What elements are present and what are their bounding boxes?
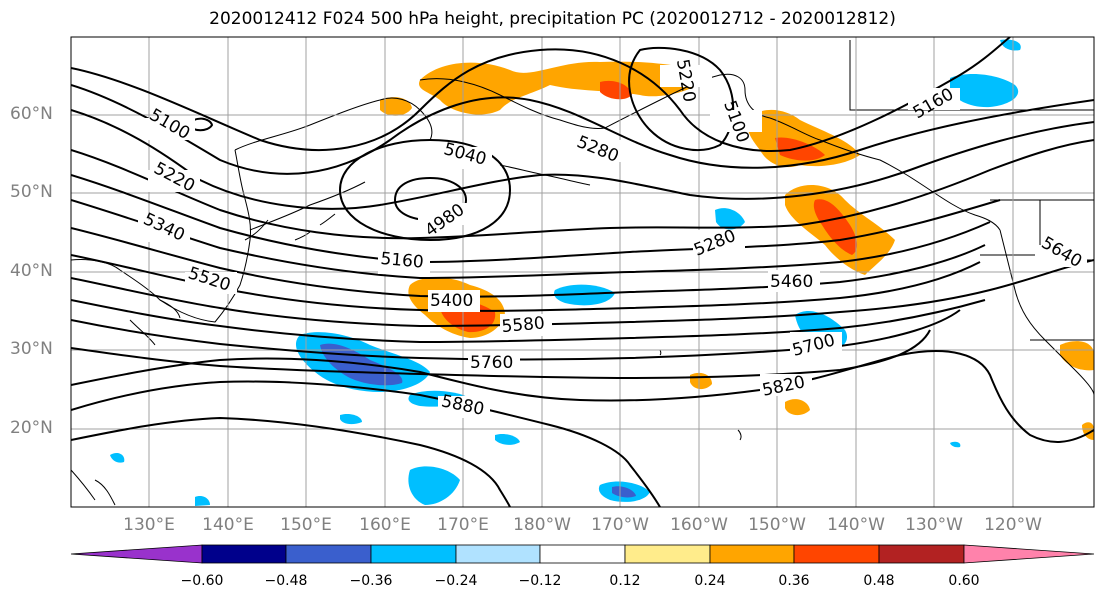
colorbar-tick-label: −0.60 bbox=[180, 573, 224, 589]
contour-label: 5160 bbox=[380, 249, 425, 273]
contour-label: 5760 bbox=[470, 353, 513, 373]
lon-label: 180°W bbox=[513, 515, 571, 535]
plot-frame bbox=[70, 36, 1095, 508]
colorbar-tick-label: −0.12 bbox=[518, 573, 562, 589]
colorbar-tick-label: 0.12 bbox=[609, 573, 641, 589]
lon-label: 170°W bbox=[591, 515, 649, 535]
lat-lon-grid bbox=[71, 37, 1094, 507]
contour-label: 5400 bbox=[430, 291, 473, 311]
colorbar-tick-label: −0.24 bbox=[434, 573, 478, 589]
map-title: 2020012412 F024 500 hPa height, precipit… bbox=[209, 9, 896, 29]
colorbar-tick-label: 0.24 bbox=[694, 573, 726, 589]
colorbar-tick-label: 0.60 bbox=[948, 573, 980, 589]
contour-labels: 5100 5220 5340 5520 5160 5040 4980 5400 … bbox=[138, 58, 1087, 420]
lat-label: 50°N bbox=[10, 182, 53, 202]
lat-label: 30°N bbox=[10, 339, 53, 359]
lon-label: 140°W bbox=[827, 515, 885, 535]
lon-label: 130°W bbox=[905, 515, 963, 535]
colorbar-tick-label: −0.48 bbox=[264, 573, 308, 589]
contour-label: 5580 bbox=[501, 313, 546, 337]
lon-label: 160°E bbox=[359, 515, 411, 535]
lat-label: 40°N bbox=[10, 261, 53, 281]
colorbar bbox=[70, 544, 1095, 564]
contour-label: 5460 bbox=[770, 272, 813, 292]
colorbar-tick-label: 0.36 bbox=[778, 573, 810, 589]
lat-label: 20°N bbox=[10, 418, 53, 438]
lon-label: 150°W bbox=[748, 515, 806, 535]
lon-label: 130°E bbox=[123, 515, 175, 535]
lat-label: 60°N bbox=[10, 104, 53, 124]
lon-label: 160°W bbox=[670, 515, 728, 535]
lon-label: 120°W bbox=[984, 515, 1042, 535]
lon-label: 170°E bbox=[437, 515, 489, 535]
lon-label: 150°E bbox=[280, 515, 332, 535]
lon-label: 140°E bbox=[202, 515, 254, 535]
colorbar-tick-label: 0.48 bbox=[863, 573, 895, 589]
colorbar-tick-label: −0.36 bbox=[349, 573, 393, 589]
contour-label: 5220 bbox=[672, 58, 699, 104]
